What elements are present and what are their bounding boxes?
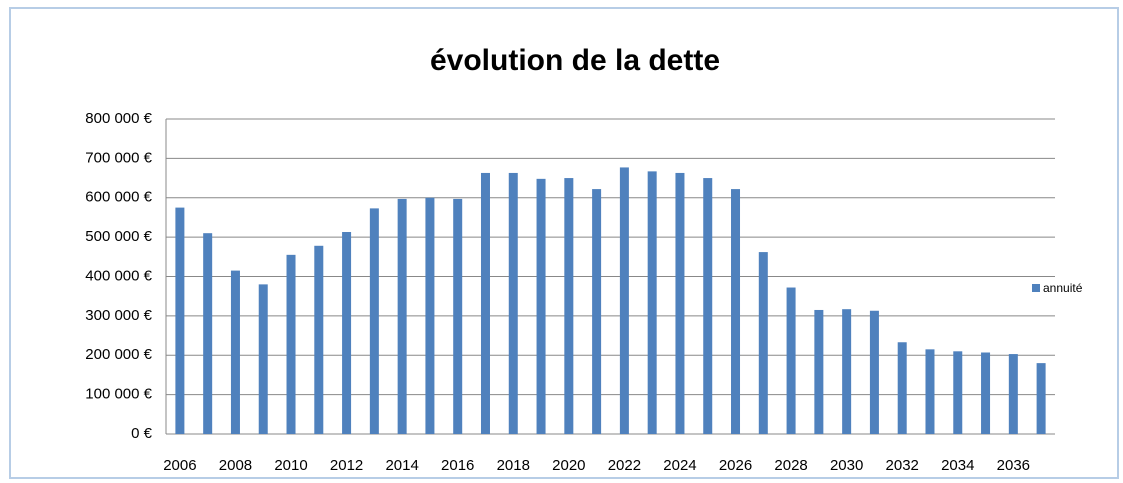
bar (675, 172, 685, 434)
y-tick-label: 400 000 € (85, 267, 152, 284)
legend-label: annuité (1043, 281, 1083, 295)
bar (925, 349, 935, 434)
x-tick-label: 2036 (997, 457, 1030, 474)
x-tick-label: 2034 (941, 457, 974, 474)
bar (619, 167, 629, 434)
y-tick-label: 700 000 € (85, 149, 152, 166)
y-tick-label: 0 € (131, 425, 153, 442)
bar (480, 172, 490, 434)
x-tick-label: 2008 (219, 457, 252, 474)
bar (286, 254, 296, 434)
x-tick-label: 2022 (608, 457, 641, 474)
bar (314, 245, 324, 434)
bar (203, 233, 213, 434)
bar (564, 178, 574, 434)
x-tick-label: 2032 (886, 457, 919, 474)
y-tick-label: 300 000 € (85, 307, 152, 324)
bar (869, 310, 879, 434)
y-tick-label: 200 000 € (85, 346, 152, 363)
y-tick-label: 500 000 € (85, 228, 152, 245)
x-tick-label: 2010 (274, 457, 307, 474)
bar (981, 352, 991, 434)
x-tick-label: 2016 (441, 457, 474, 474)
bar (369, 208, 379, 434)
x-tick-label: 2020 (552, 457, 585, 474)
bar (453, 198, 463, 434)
bar (897, 342, 907, 434)
x-tick-label: 2006 (163, 457, 196, 474)
bar (731, 189, 741, 434)
bar (786, 287, 796, 434)
bar (814, 309, 824, 434)
bar (397, 198, 407, 434)
x-tick-label: 2018 (497, 457, 530, 474)
bar (842, 309, 852, 434)
bar (1036, 363, 1046, 434)
bar (647, 171, 657, 434)
bar (508, 172, 518, 434)
y-tick-label: 600 000 € (85, 189, 152, 206)
x-tick-label: 2012 (330, 457, 363, 474)
bar (342, 232, 352, 434)
bar (258, 284, 268, 434)
bar (703, 178, 713, 434)
bar (1008, 354, 1018, 434)
x-tick-label: 2014 (385, 457, 418, 474)
bar (536, 178, 546, 434)
x-tick-label: 2024 (663, 457, 696, 474)
x-tick-label: 2030 (830, 457, 863, 474)
bar (425, 197, 435, 434)
bar (592, 189, 602, 434)
y-tick-label: 100 000 € (85, 386, 152, 403)
bar (175, 207, 185, 434)
bar (758, 252, 768, 434)
bar (230, 270, 240, 434)
chart-title: évolution de la dette (430, 44, 720, 77)
bar (953, 351, 963, 434)
y-tick-label: 800 000 € (85, 110, 152, 127)
x-tick-label: 2026 (719, 457, 752, 474)
x-tick-label: 2028 (774, 457, 807, 474)
legend-swatch (1032, 284, 1040, 292)
